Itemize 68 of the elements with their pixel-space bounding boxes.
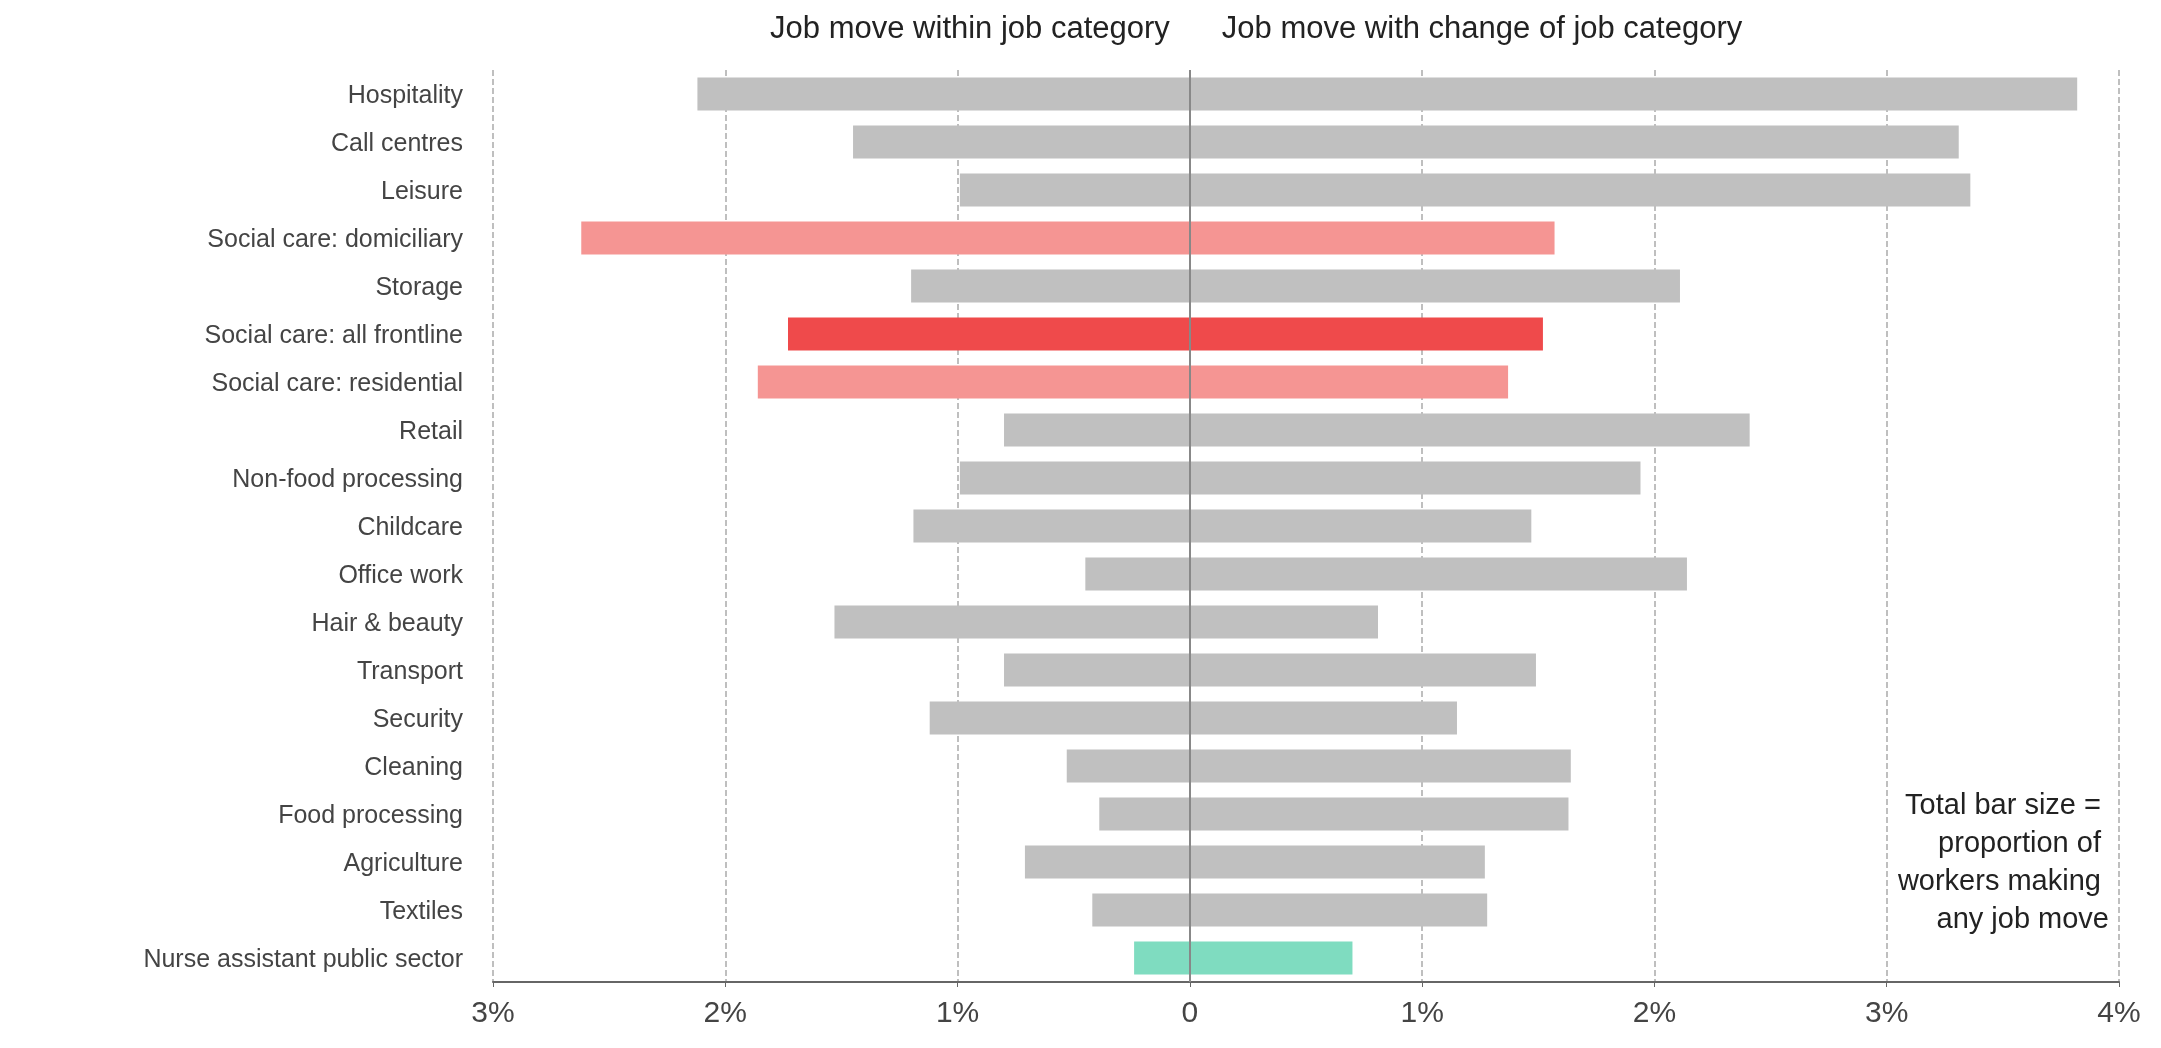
x-tick-label: 2% bbox=[1632, 994, 1677, 1028]
bar bbox=[1004, 413, 1190, 447]
y-tick-label: Social care: domiciliary bbox=[207, 224, 464, 252]
x-tick-label: 1% bbox=[1400, 994, 1444, 1028]
bar bbox=[581, 221, 1190, 255]
y-tick-label: Agriculture bbox=[343, 848, 463, 876]
bar bbox=[1189, 173, 1971, 207]
bar bbox=[1092, 893, 1190, 927]
bar bbox=[1189, 221, 1555, 255]
y-tick-label: Food processing bbox=[278, 800, 463, 828]
y-tick-label: Cleaning bbox=[364, 752, 463, 780]
bar bbox=[1189, 893, 1488, 927]
x-tick-label: 4% bbox=[2097, 994, 2141, 1028]
x-tick-label: 1% bbox=[935, 994, 980, 1028]
y-tick-label: Transport bbox=[356, 656, 464, 684]
y-tick-label: Childcare bbox=[357, 512, 463, 540]
y-tick-label: Social care: residential bbox=[211, 368, 463, 396]
bar bbox=[834, 605, 1190, 639]
y-tick-label: Nurse assistant public sector bbox=[143, 944, 463, 972]
bar bbox=[757, 365, 1190, 399]
bar bbox=[1189, 509, 1532, 543]
bar bbox=[1189, 605, 1379, 639]
bar bbox=[788, 317, 1190, 351]
x-tick-label: 3% bbox=[1865, 994, 1909, 1028]
bar bbox=[1189, 77, 2078, 111]
y-tick-label: Leisure bbox=[381, 176, 463, 204]
series-label: Job move within job category bbox=[770, 10, 1171, 45]
bar bbox=[697, 77, 1190, 111]
x-tick-label: 0 bbox=[1181, 994, 1199, 1028]
bar bbox=[1189, 317, 1543, 351]
bar bbox=[1189, 845, 1485, 879]
bar bbox=[959, 173, 1190, 207]
bar bbox=[1189, 125, 1959, 159]
bar bbox=[1189, 749, 1571, 783]
bar bbox=[1066, 749, 1190, 783]
bar bbox=[959, 461, 1190, 495]
bar bbox=[1189, 461, 1641, 495]
y-tick-label: Call centres bbox=[331, 128, 463, 156]
y-tick-label: Hospitality bbox=[347, 80, 464, 108]
bar bbox=[913, 509, 1190, 543]
series-label: Job move with change of job category bbox=[1221, 10, 1743, 45]
bar bbox=[1134, 941, 1190, 975]
y-tick-label: Storage bbox=[375, 272, 463, 300]
bar bbox=[1189, 797, 1569, 831]
bar bbox=[1189, 941, 1353, 975]
x-tick-label: 2% bbox=[703, 994, 747, 1028]
bar bbox=[1189, 269, 1680, 303]
bar bbox=[1189, 653, 1536, 687]
bar bbox=[1189, 701, 1457, 735]
y-tick-label: Retail bbox=[399, 416, 463, 444]
bar bbox=[853, 125, 1190, 159]
y-tick-label: Non-food processing bbox=[232, 464, 463, 492]
bar bbox=[911, 269, 1190, 303]
bar bbox=[929, 701, 1190, 735]
bar bbox=[1189, 413, 1750, 447]
bar bbox=[1024, 845, 1190, 879]
bar bbox=[1189, 365, 1509, 399]
y-tick-label: Security bbox=[372, 704, 464, 732]
y-tick-label: Social care: all frontline bbox=[204, 320, 463, 348]
bar bbox=[1189, 557, 1687, 591]
y-tick-label: Textiles bbox=[379, 896, 463, 924]
annotation: Total bar size = proportion of workers making any job move bbox=[1896, 788, 2109, 934]
x-tick-label: 3% bbox=[471, 994, 515, 1028]
y-tick-label: Hair & beauty bbox=[311, 608, 464, 636]
y-tick-label: Office work bbox=[338, 560, 464, 588]
bar bbox=[1099, 797, 1190, 831]
bar bbox=[1004, 653, 1190, 687]
bar bbox=[1085, 557, 1190, 591]
